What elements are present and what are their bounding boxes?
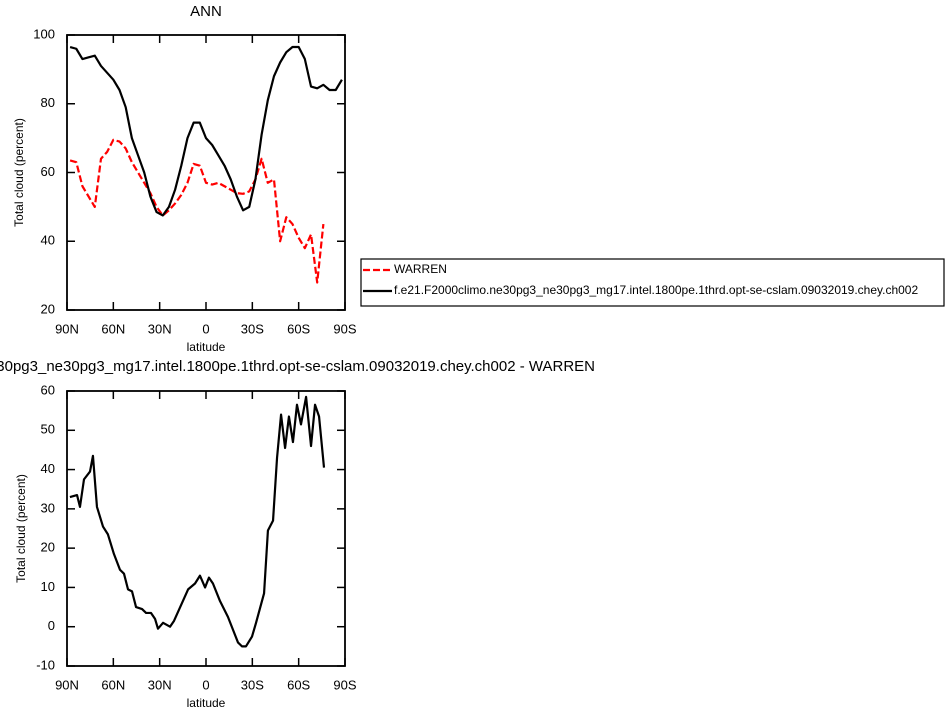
y-tick-label: -10 xyxy=(36,657,55,672)
x-tick-label: 0 xyxy=(202,321,209,336)
series-line xyxy=(69,395,326,648)
y-tick-label: 50 xyxy=(41,422,55,437)
y-tick-label: 0 xyxy=(48,618,55,633)
x-tick-label: 30N xyxy=(148,677,172,692)
series-line xyxy=(69,45,343,217)
x-tick-label: 60S xyxy=(287,321,310,336)
x-tick-label: 0 xyxy=(202,677,209,692)
y-tick-label: 80 xyxy=(41,95,55,110)
plot-frame xyxy=(66,390,346,667)
x-tick-label: 90S xyxy=(333,677,356,692)
legend: WARREN f.e21.F2000climo.ne30pg3_ne30pg3_m… xyxy=(360,258,945,307)
y-axis-title: Total cloud (percent) xyxy=(14,474,28,583)
chart-title: f.e21.F2000climo.ne30pg3_ne30pg3_mg17.in… xyxy=(0,358,595,375)
legend-label: f.e21.F2000climo.ne30pg3_ne30pg3_mg17.in… xyxy=(394,283,918,297)
x-tick-label: 60N xyxy=(101,321,125,336)
y-tick-label: 20 xyxy=(41,540,55,555)
y-tick-label: 40 xyxy=(41,233,55,248)
x-tick-label: 30S xyxy=(241,677,264,692)
x-axis-title: latitude xyxy=(187,696,226,710)
x-tick-label: 30S xyxy=(241,321,264,336)
legend-box xyxy=(360,258,945,307)
legend-label: WARREN xyxy=(394,262,447,276)
x-tick-label: 90N xyxy=(55,321,79,336)
x-tick-label: 90S xyxy=(333,321,356,336)
y-tick-label: 60 xyxy=(41,382,55,397)
y-tick-label: 30 xyxy=(41,500,55,515)
y-tick-label: 100 xyxy=(33,26,55,41)
x-axis-title: latitude xyxy=(187,340,226,354)
x-tick-label: 90N xyxy=(55,677,79,692)
x-tick-label: 30N xyxy=(148,321,172,336)
x-tick-label: 60S xyxy=(287,677,310,692)
y-axis-title: Total cloud (percent) xyxy=(12,118,26,227)
series-line xyxy=(69,138,325,284)
y-tick-label: 20 xyxy=(41,301,55,316)
plot-frame xyxy=(66,34,346,311)
x-tick-label: 60N xyxy=(101,677,125,692)
y-tick-label: 40 xyxy=(41,461,55,476)
y-tick-label: 10 xyxy=(41,579,55,594)
y-tick-label: 60 xyxy=(41,164,55,179)
chart-title: ANN xyxy=(190,3,222,20)
